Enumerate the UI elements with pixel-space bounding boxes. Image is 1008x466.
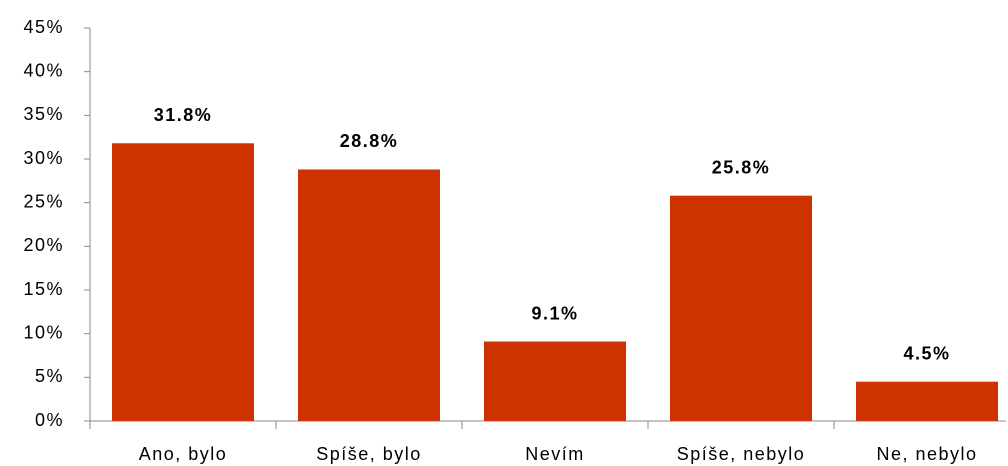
x-tick-label: Ano, bylo [139,444,228,464]
y-tick-label: 10% [23,322,64,342]
y-tick-label: 5% [35,366,64,386]
bar [856,381,998,421]
x-tick-label: Spíše, nebylo [677,444,806,464]
bar [112,143,254,421]
y-tick-label: 25% [23,191,64,211]
x-tick-label: Spíše, bylo [316,444,422,464]
data-label: 28.8% [340,131,399,151]
data-label: 25.8% [712,157,771,177]
bar [670,195,812,421]
y-tick-label: 20% [23,235,64,255]
y-tick-label: 45% [23,17,64,37]
y-tick-label: 15% [23,279,64,299]
data-label: 4.5% [903,343,950,363]
data-label: 31.8% [154,105,213,125]
y-tick-label: 40% [23,60,64,80]
x-tick-label: Ne, nebylo [876,444,977,464]
y-tick-label: 30% [23,148,64,168]
bar [298,169,440,421]
y-tick-label: 35% [23,104,64,124]
bar [484,341,626,421]
x-tick-label: Nevím [525,444,585,464]
data-label: 9.1% [531,303,578,323]
y-tick-label: 0% [35,410,64,430]
